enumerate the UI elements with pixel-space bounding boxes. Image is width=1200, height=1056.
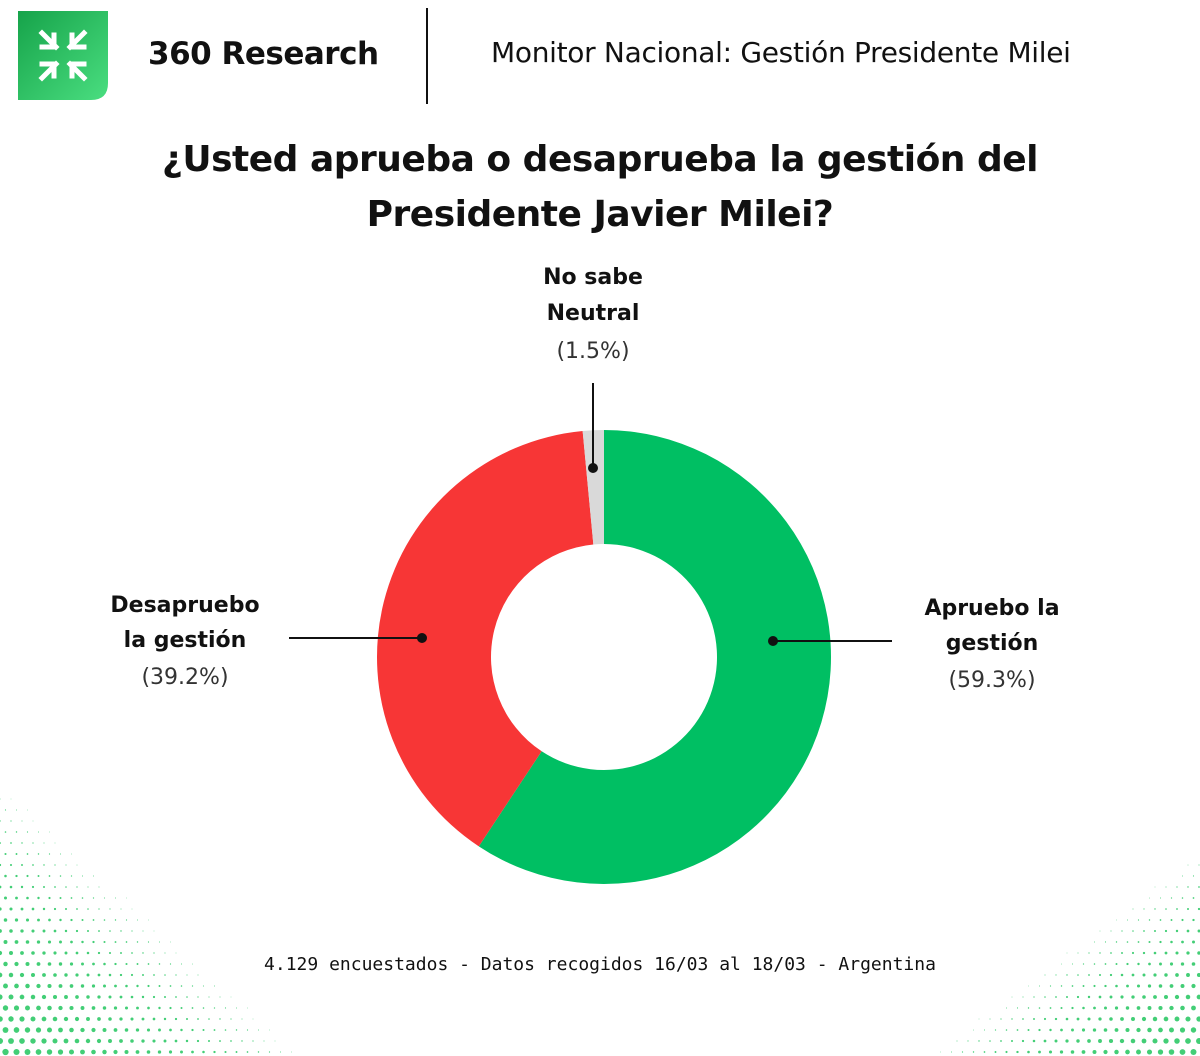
header-subtitle: Monitor Nacional: Gestión Presidente Mil… [491, 36, 1071, 69]
donut-slice-apruebo [478, 430, 832, 884]
slice-value-apruebo: (59.3%) [948, 668, 1035, 693]
header: 360 Research Monitor Nacional: Gestión P… [0, 0, 1200, 110]
slice-label-desapruebo-line-2: la gestión [124, 628, 247, 653]
slice-label-apruebo-line-2: gestión [946, 631, 1039, 656]
chart-title-line-1: ¿Usted aprueba o desaprueba la gestión d… [161, 139, 1039, 180]
donut-slice-desapruebo [377, 431, 594, 847]
x-arrows-icon [18, 11, 108, 100]
slice-label-apruebo-line-1: Apruebo la [924, 596, 1059, 621]
slice-label-no-sabe-line-1: No sabe [543, 265, 643, 290]
donut-slice-no-sabe [582, 430, 604, 545]
header-divider [426, 8, 428, 104]
chart-title-line-2: Presidente Javier Milei? [366, 194, 834, 235]
leader-dot-apruebo [768, 636, 778, 646]
leader-dot-desapruebo [417, 633, 427, 643]
slice-label-no-sabe-line-2: Neutral [547, 301, 640, 326]
footer-note: 4.129 encuestados - Datos recogidos 16/0… [264, 954, 936, 975]
slice-label-desapruebo-line-1: Desapruebo [110, 593, 259, 618]
brand-name: 360 Research [148, 36, 379, 72]
chart-title: ¿Usted aprueba o desaprueba la gestión d… [0, 132, 1200, 242]
slice-value-no-sabe: (1.5%) [556, 339, 629, 364]
slice-value-desapruebo: (39.2%) [141, 665, 228, 690]
leader-dot-no-sabe [588, 463, 598, 473]
